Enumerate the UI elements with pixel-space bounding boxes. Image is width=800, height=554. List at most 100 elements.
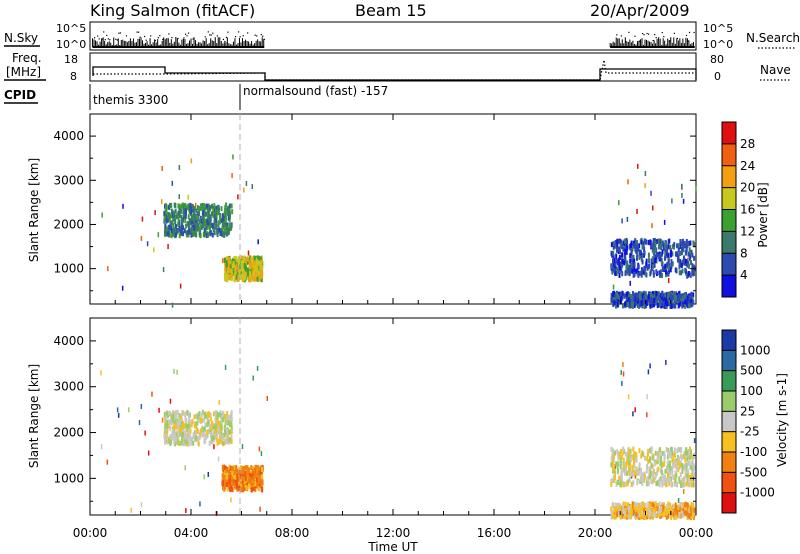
data-point: [140, 502, 143, 508]
data-point: [217, 421, 220, 427]
data-point: [676, 257, 679, 263]
data-point: [635, 467, 638, 473]
data-point: [640, 472, 643, 478]
data-point: [624, 451, 627, 457]
data-point: [258, 258, 261, 264]
data-point: [643, 247, 646, 253]
data-point: [665, 447, 668, 453]
data-point: [180, 203, 183, 209]
data-point: [654, 241, 657, 247]
data-point: [188, 417, 191, 423]
data-point: [640, 300, 643, 306]
data-point: [184, 417, 187, 423]
data-point: [178, 194, 180, 200]
data-point: [210, 425, 213, 431]
data-point: [643, 474, 646, 480]
data-point: [651, 223, 653, 229]
data-point: [669, 267, 672, 273]
data-point: [630, 456, 633, 462]
data-point: [652, 464, 654, 470]
cpid-segment-1: themis 3300: [93, 93, 168, 107]
data-point: [209, 412, 212, 418]
data-point: [692, 482, 695, 488]
data-point: [246, 475, 249, 481]
data-point: [660, 460, 663, 466]
data-point: [633, 451, 636, 457]
data-point: [677, 504, 680, 510]
data-point: [260, 486, 263, 492]
data-point: [672, 458, 675, 464]
data-point: [675, 268, 678, 274]
data-point: [678, 460, 681, 466]
data-point: [650, 243, 653, 249]
data-point: [622, 446, 625, 452]
data-point: [231, 173, 233, 179]
data-point: [211, 232, 214, 238]
data-point: [192, 440, 195, 446]
data-point: [611, 258, 614, 264]
data-point: [658, 482, 661, 488]
x-tick-label: 04:00: [174, 526, 209, 540]
data-point: [679, 502, 682, 508]
data-point: [625, 249, 628, 255]
data-point: [173, 439, 176, 445]
data-point: [682, 198, 685, 204]
data-point: [655, 269, 658, 275]
data-point: [655, 459, 658, 465]
freq-label: Freq.: [12, 51, 42, 65]
data-point: [656, 456, 659, 462]
data-point: [667, 265, 670, 271]
data-point: [678, 297, 681, 303]
data-point: [695, 186, 697, 192]
data-point: [614, 239, 617, 245]
data-point: [253, 255, 256, 261]
data-point: [223, 232, 226, 238]
data-point: [628, 454, 631, 460]
data-point: [648, 510, 651, 516]
data-point: [201, 223, 204, 229]
data-point: [617, 294, 620, 300]
data-point: [631, 301, 634, 307]
data-point: [631, 501, 634, 507]
data-point: [224, 479, 227, 485]
data-point: [685, 243, 688, 249]
data-point: [670, 446, 673, 452]
data-point: [228, 275, 231, 281]
data-point: [654, 257, 657, 263]
data-point: [620, 460, 623, 466]
data-point: [196, 226, 199, 232]
data-point: [652, 269, 655, 275]
data-point: [627, 505, 630, 511]
data-point: [165, 415, 168, 421]
data-point: [227, 210, 230, 216]
data-point: [222, 482, 225, 488]
data-point: [634, 238, 637, 244]
data-point: [229, 264, 232, 270]
data-point: [181, 220, 184, 226]
data-point: [638, 292, 641, 298]
data-point: [190, 422, 193, 428]
data-point: [209, 431, 212, 437]
data-point: [227, 470, 230, 476]
data-point: [638, 470, 641, 476]
nsearch-dot: [150, 35, 152, 37]
data-point: [186, 433, 189, 439]
data-point: [669, 462, 672, 468]
data-point: [627, 459, 630, 465]
data-point: [638, 503, 641, 509]
nsearch-dot: [648, 33, 650, 35]
data-point: [206, 232, 209, 238]
data-point: [191, 204, 194, 210]
data-point: [683, 475, 686, 481]
data-point: [216, 229, 219, 235]
data-point: [660, 507, 663, 513]
data-point: [610, 462, 613, 468]
data-point: [633, 271, 636, 277]
data-point: [665, 303, 668, 309]
data-point: [223, 413, 226, 419]
data-point: [639, 514, 642, 520]
data-point: [260, 471, 263, 477]
data-point: [679, 448, 682, 454]
data-point: [647, 239, 650, 245]
data-point: [243, 482, 246, 488]
